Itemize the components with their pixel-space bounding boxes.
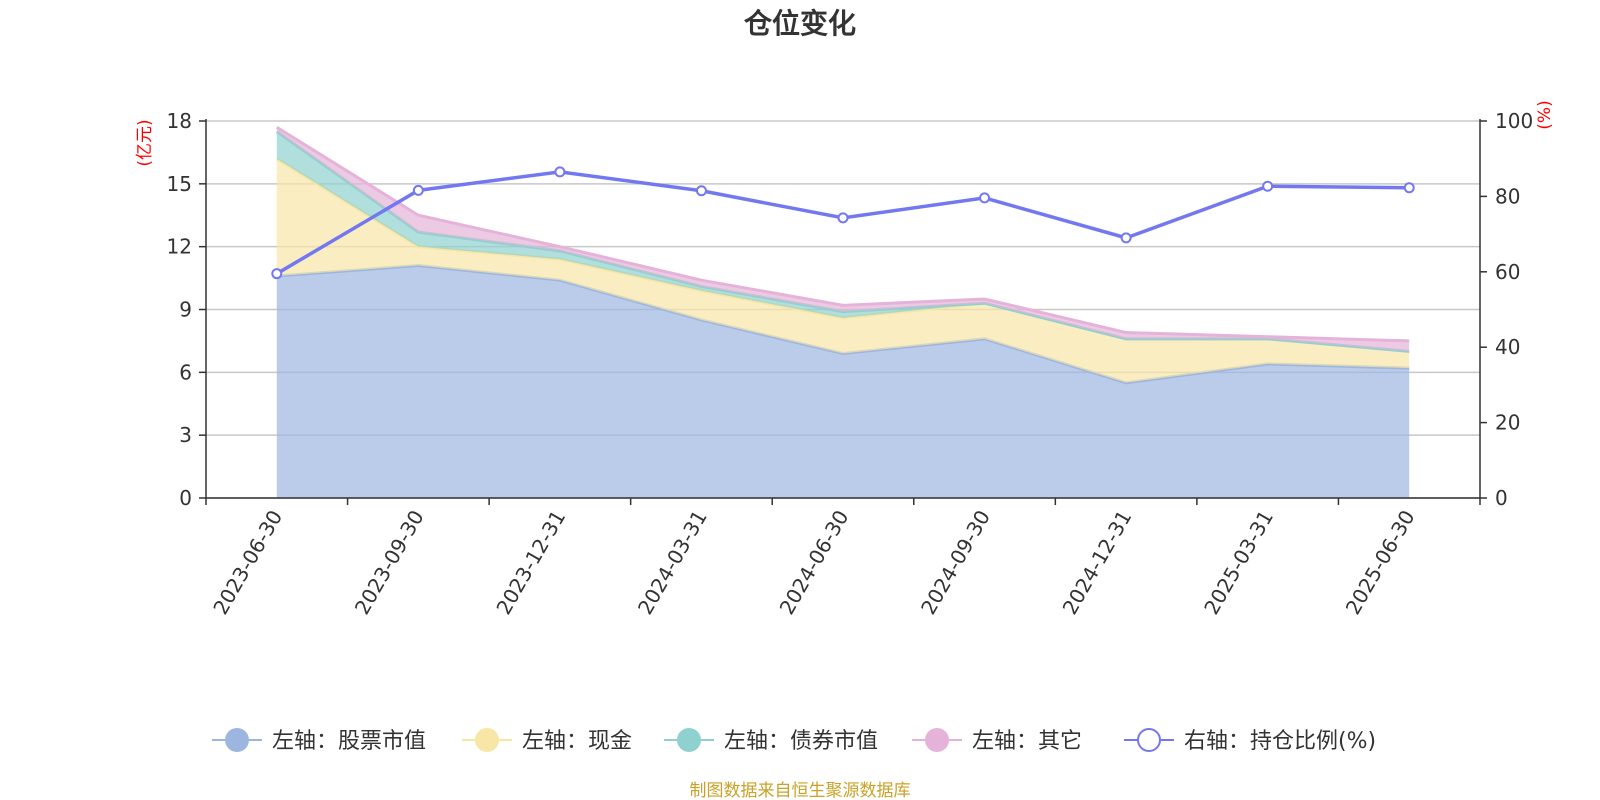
right-tick-label: 40 xyxy=(1495,335,1520,359)
legend-label: 右轴：持仓比例(%) xyxy=(1184,729,1376,754)
legend-item-0: 左轴：股票市值 xyxy=(212,728,426,754)
left-tick-label: 3 xyxy=(179,423,192,447)
legend-item-2: 左轴：债券市值 xyxy=(664,728,878,754)
legend-label: 左轴：其它 xyxy=(972,729,1082,754)
x-tick-label: 2024-06-30 xyxy=(774,506,853,619)
left-tick-label: 12 xyxy=(167,235,192,259)
legend-marker xyxy=(1137,728,1161,752)
left-tick-label: 18 xyxy=(167,109,192,133)
ratio-point xyxy=(412,184,424,196)
area-1 xyxy=(276,158,1410,383)
left-tick-label: 6 xyxy=(179,360,192,384)
legend-label: 左轴：债券市值 xyxy=(724,729,878,754)
left-tick-label: 0 xyxy=(179,486,192,510)
x-tick-label: 2025-06-30 xyxy=(1341,506,1420,619)
x-tick-label: 2023-06-30 xyxy=(208,506,287,619)
x-tick-label: 2025-03-31 xyxy=(1199,506,1278,619)
ratio-point xyxy=(554,166,566,178)
x-tick-label: 2024-09-30 xyxy=(916,506,995,619)
ratio-point xyxy=(1262,180,1274,192)
legend-marker xyxy=(475,728,499,752)
legend-item-1: 左轴：现金 xyxy=(462,728,632,754)
legend-marker xyxy=(925,728,949,752)
x-tick-label: 2024-03-31 xyxy=(633,506,712,619)
area-0 xyxy=(276,265,1410,498)
left-tick-label: 15 xyxy=(167,172,192,196)
right-axis-unit: (%) xyxy=(1535,100,1555,129)
legend-marker xyxy=(677,728,701,752)
left-axis-unit: (亿元) xyxy=(135,119,155,166)
right-tick-label: 60 xyxy=(1495,260,1520,284)
area-series xyxy=(275,126,1410,498)
area-edge-3 xyxy=(275,126,1410,343)
legend-label: 左轴：股票市值 xyxy=(272,729,426,754)
data-source-note: 制图数据来自恒生聚源数据库 xyxy=(690,781,911,800)
right-tick-label: 20 xyxy=(1495,411,1520,435)
right-tick-label: 0 xyxy=(1495,486,1508,510)
ratio-point xyxy=(1403,182,1415,194)
ratio-point xyxy=(837,212,849,224)
chart-title: 仓位变化 xyxy=(744,7,856,40)
right-tick-label: 80 xyxy=(1495,184,1520,208)
right-tick-label: 100 xyxy=(1495,109,1533,133)
legend-label: 左轴：现金 xyxy=(522,729,632,754)
legend: 左轴：股票市值 左轴：现金 左轴：债券市值 左轴：其它 右轴：持仓比例(%) xyxy=(212,728,1376,754)
left-tick-label: 9 xyxy=(179,298,192,322)
x-tick-label: 2023-09-30 xyxy=(350,506,429,619)
legend-item-4: 右轴：持仓比例(%) xyxy=(1124,728,1376,754)
legend-item-3: 左轴：其它 xyxy=(912,728,1082,754)
x-tick-label: 2024-12-31 xyxy=(1058,506,1137,619)
ratio-point xyxy=(1120,232,1132,244)
x-tick-label: 2023-12-31 xyxy=(491,506,570,619)
ratio-point xyxy=(271,268,283,280)
ratio-point xyxy=(695,185,707,197)
ratio-point xyxy=(979,192,991,204)
ratio-line xyxy=(271,166,1415,280)
legend-marker xyxy=(225,728,249,752)
